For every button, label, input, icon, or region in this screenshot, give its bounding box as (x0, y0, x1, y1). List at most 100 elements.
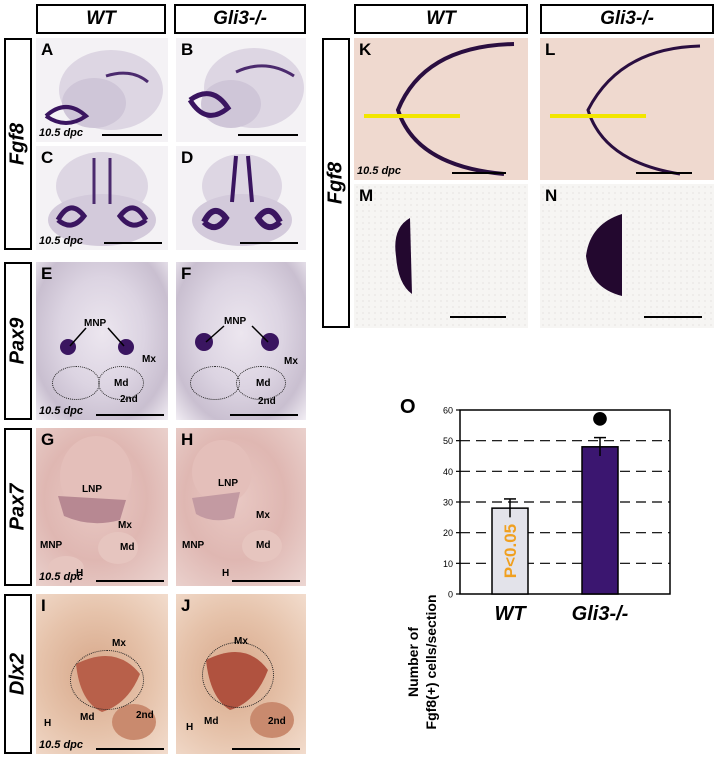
label-md-i: Md (80, 712, 95, 723)
label-mnp-h: MNP (182, 540, 205, 551)
header-gli3-right-text: Gli3-/- (600, 8, 654, 29)
label-lnp-g: LNP (82, 484, 102, 495)
outline-f-right (236, 366, 286, 400)
panel-b: B (176, 38, 306, 142)
header-wt-right-text: WT (426, 8, 456, 29)
embryo-lateral-a (44, 50, 163, 130)
scale-bar-h (232, 580, 300, 582)
y-tick-label: 10 (443, 559, 453, 569)
header-wt-left: WT (36, 4, 166, 34)
stage-label-e: 10.5 dpc (39, 405, 84, 417)
chart-bars: WT Gli3-/- ● P<0.05 (491, 408, 629, 625)
label-md-h: Md (256, 540, 271, 551)
embryo-pax9-e (60, 327, 134, 355)
scale-bar-n (644, 316, 702, 318)
label-mnp-f: MNP (224, 316, 247, 327)
chart-y-ticks: 0 10 20 30 40 50 60 (443, 406, 460, 600)
label-mx-f: Mx (284, 356, 298, 367)
stage-label-a: 10.5 dpc (39, 127, 84, 139)
label-mx-j: Mx (234, 636, 248, 647)
label-h-j: H (186, 722, 194, 733)
row-label-fgf8-right-text: Fgf8 (324, 161, 347, 205)
label-mx-i: Mx (112, 638, 126, 649)
panel-h: H LNP Mx MNP Md H (176, 428, 306, 586)
label-lnp-h: LNP (218, 478, 238, 489)
header-gli3-left-text: Gli3-/- (213, 8, 267, 29)
panel-label-k: K (359, 40, 372, 59)
panel-label-d: D (181, 148, 194, 167)
row-label-fgf8: Fgf8 (4, 38, 32, 250)
panel-label-n: N (545, 186, 558, 205)
scale-bar-g (96, 580, 164, 582)
panel-l: L (540, 38, 714, 180)
label-md-j: Md (204, 716, 219, 727)
panel-k: K 10.5 dpc (354, 38, 528, 180)
panel-label-o: O (400, 396, 416, 418)
scale-bar-e (96, 414, 164, 416)
panel-label-c: C (41, 148, 54, 167)
label-h-i: H (44, 718, 52, 729)
header-gli3-left: Gli3-/- (174, 4, 306, 34)
panel-label-b: B (181, 40, 194, 59)
label-mx-e: Mx (142, 354, 156, 365)
outline-e-right (98, 366, 144, 400)
chart-ylabel-line2: Fgf8(+) cells/section (423, 595, 439, 730)
label-2nd-j: 2nd (268, 716, 286, 727)
panel-label-e: E (41, 264, 53, 283)
x-category-label: Gli3-/- (572, 603, 629, 625)
scale-bar-j (232, 748, 300, 750)
stage-label-c: 10.5 dpc (39, 235, 84, 247)
outline-e-left (52, 366, 100, 400)
panel-j: J Mx Md 2nd H (176, 594, 306, 754)
stage-label-g: 10.5 dpc (39, 571, 84, 583)
bar-gli3 (581, 446, 619, 595)
chart-ylabel-line1: Number of (405, 627, 421, 697)
panel-label-j: J (181, 596, 191, 615)
section-n (586, 214, 622, 296)
label-md-e: Md (114, 378, 129, 389)
panel-n: N (540, 184, 714, 328)
scale-bar-b (238, 134, 298, 136)
panel-label-i: I (41, 596, 46, 615)
y-tick-label: 40 (443, 467, 453, 477)
header-gli3-right: Gli3-/- (540, 4, 714, 34)
label-md-f: Md (256, 378, 271, 389)
scale-bar-m (450, 316, 506, 318)
row-label-pax7-text: Pax7 (6, 483, 29, 531)
label-mx-h: Mx (256, 510, 270, 521)
label-md-g: Md (120, 542, 135, 553)
scale-bar-i (96, 748, 164, 750)
bar-wt (491, 507, 529, 595)
panel-label-a: A (41, 40, 54, 59)
stage-label-i: 10.5 dpc (39, 739, 84, 751)
row-label-fgf8-text: Fgf8 (6, 122, 29, 166)
scale-bar-a (102, 134, 162, 136)
panel-d: D (176, 146, 306, 250)
section-k (364, 42, 515, 176)
panel-g: G LNP Mx MNP Md H 10.5 dpc (36, 428, 168, 586)
panel-label-m: M (359, 186, 374, 205)
embryo-lateral-b (187, 48, 304, 128)
label-mnp-e: MNP (84, 318, 107, 329)
panel-label-l: L (545, 40, 556, 59)
significance-marker: ● (592, 408, 608, 429)
label-2nd-i: 2nd (136, 710, 154, 721)
panel-label-g: G (41, 430, 55, 449)
section-m (395, 218, 412, 294)
scale-bar-c (104, 242, 162, 244)
row-label-pax9-text: Pax9 (6, 317, 29, 365)
outline-j (202, 642, 274, 708)
y-tick-label: 30 (443, 498, 453, 508)
section-l (550, 44, 701, 176)
row-label-dlx2-text: Dlx2 (6, 652, 29, 696)
panel-i: I Mx Md 2nd H 10.5 dpc (36, 594, 168, 754)
panel-m: M (354, 184, 528, 328)
embryo-frontal-d (192, 154, 292, 246)
label-2nd-f: 2nd (258, 396, 276, 407)
embryo-frontal-c (48, 152, 156, 246)
scale-bar-d (240, 242, 298, 244)
row-label-pax7: Pax7 (4, 428, 32, 586)
outline-f-left (190, 366, 240, 400)
p-value-annotation: P<0.05 (501, 524, 520, 578)
label-mx-g: Mx (118, 520, 132, 531)
